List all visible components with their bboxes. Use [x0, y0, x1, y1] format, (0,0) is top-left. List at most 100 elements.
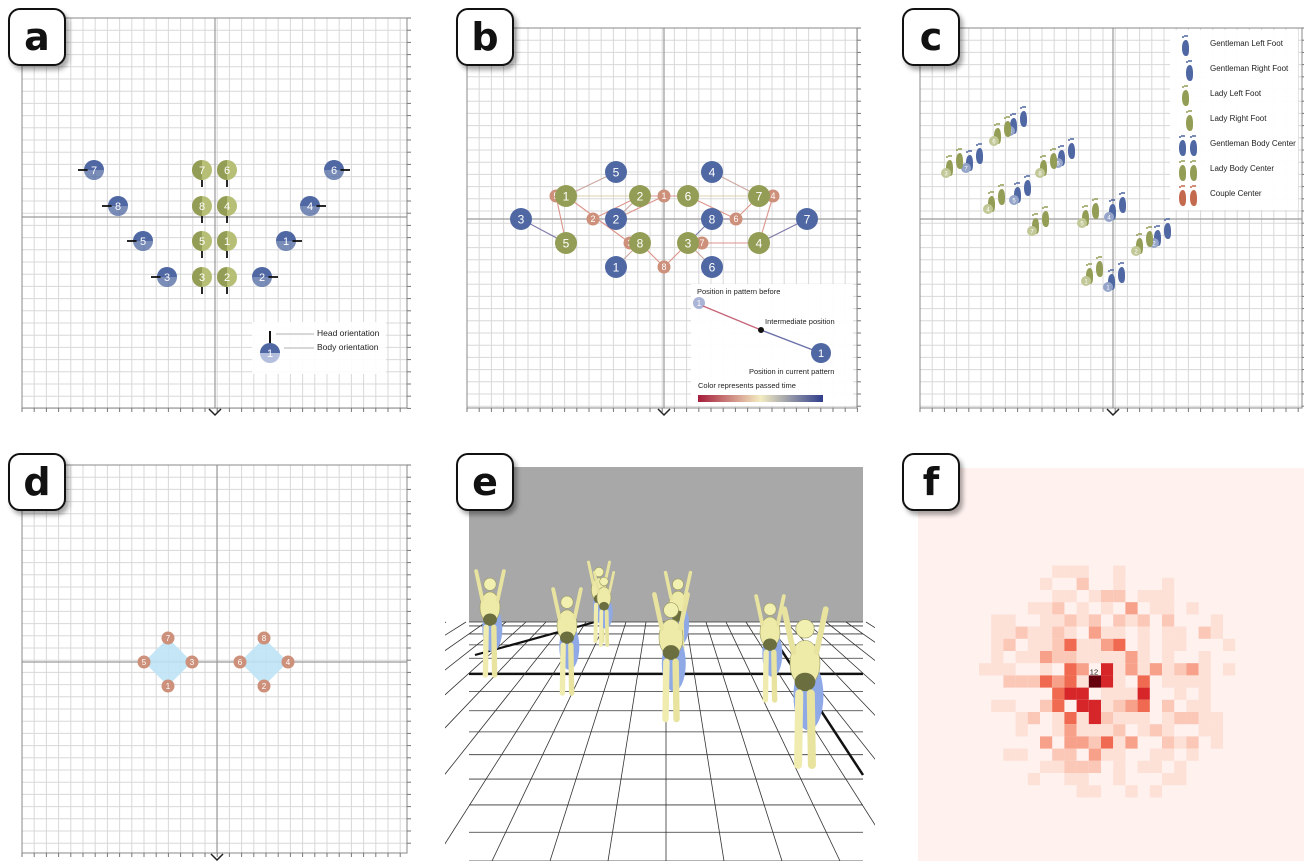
heatmap-cell	[1162, 724, 1175, 737]
heatmap-cell	[1162, 748, 1175, 761]
legend-before-label: Position in pattern before	[697, 287, 780, 296]
dancer-figure	[551, 587, 583, 696]
heatmap-cell	[1186, 602, 1199, 615]
gentleman-feet-marker: 6	[1053, 138, 1075, 168]
svg-text:1: 1	[1106, 286, 1110, 292]
heatmap-cell	[991, 663, 1004, 676]
heatmap-cell	[1003, 638, 1016, 651]
heatmap-cell	[1223, 638, 1236, 651]
heatmap-cell	[1088, 614, 1101, 627]
heatmap-cell	[1003, 748, 1016, 761]
heatmap-cell	[1198, 699, 1211, 712]
heatmap-cell	[1174, 736, 1187, 749]
heatmap-cell	[1052, 724, 1065, 737]
heatmap-cell	[1137, 760, 1150, 773]
svg-text:3: 3	[164, 272, 170, 284]
heatmap-cell	[1162, 736, 1175, 749]
svg-text:2: 2	[590, 214, 595, 224]
heatmap-cell	[1040, 626, 1053, 639]
couple-center-marker: 1	[657, 189, 671, 203]
couple-center-marker: 8	[657, 260, 671, 274]
svg-text:2: 2	[637, 189, 644, 203]
heatmap-cell	[991, 651, 1004, 664]
body-orientation-label: Body orientation	[317, 342, 379, 352]
heatmap-cell	[1088, 638, 1101, 651]
heatmap-cell	[1174, 712, 1187, 725]
heatmap-cell	[1052, 614, 1065, 627]
legend-label: Gentleman Left Foot	[1210, 39, 1284, 48]
lady-marker: 1	[217, 231, 237, 258]
heatmap-cell	[1101, 724, 1114, 737]
heatmap-cell	[1113, 565, 1126, 578]
gentleman-marker: 3	[510, 208, 532, 230]
heatmap-cell	[1162, 651, 1175, 664]
legend-intermediate-label: Intermediate position	[765, 317, 835, 326]
gentleman-marker: 7	[796, 208, 818, 230]
legend-label: Couple Center	[1210, 189, 1262, 198]
heatmap-cell	[1088, 590, 1101, 603]
heatmap-cell	[1064, 590, 1077, 603]
grid-border	[919, 27, 1303, 409]
grid-b	[466, 27, 861, 417]
legend-foot-icon	[1186, 60, 1193, 81]
heatmap-cell	[1162, 712, 1175, 725]
svg-text:1: 1	[166, 682, 171, 691]
gentleman-feet-marker: 7	[961, 143, 983, 173]
svg-text:2: 2	[259, 272, 265, 284]
view-direction-icon	[208, 408, 222, 417]
heatmap-cell	[1088, 712, 1101, 725]
svg-text:4: 4	[770, 191, 775, 201]
heatmap-cell	[1052, 590, 1065, 603]
couple-center-marker: 7	[161, 631, 175, 645]
heatmap-cell	[1101, 590, 1114, 603]
heatmap-cell	[1064, 724, 1077, 737]
couple-center-marker: 2	[586, 212, 600, 226]
lady-marker: 7	[192, 160, 212, 187]
heatmap-cell	[1064, 626, 1077, 639]
legend-label: Lady Right Foot	[1210, 114, 1267, 123]
heatmap-cell	[1101, 626, 1114, 639]
time-colorbar	[698, 395, 823, 402]
svg-text:1: 1	[563, 189, 570, 203]
svg-text:8: 8	[199, 201, 205, 213]
heatmap-cell	[1088, 748, 1101, 761]
heatmap-cell	[1088, 785, 1101, 798]
svg-text:7: 7	[964, 167, 968, 173]
lady-marker: 7	[748, 185, 770, 207]
heatmap-cell	[1064, 565, 1077, 578]
lady-marker: 5	[192, 231, 212, 258]
heatmap-cell	[991, 626, 1004, 639]
heatmap-cell	[1015, 651, 1028, 664]
svg-text:5: 5	[140, 236, 146, 248]
svg-text:1: 1	[661, 191, 666, 201]
couple-center-marker: 4	[766, 189, 780, 203]
heatmap-cell	[1198, 675, 1211, 688]
orientation-legend: 1 Head orientation Body orientation	[252, 322, 386, 374]
heatmap-cell	[1076, 663, 1089, 676]
lady-feet-marker: 4	[983, 184, 1005, 214]
heatmap-cell	[1125, 614, 1138, 627]
svg-text:3: 3	[199, 272, 205, 284]
heatmap-cell	[1198, 712, 1211, 725]
panel-d: 7 5 3 1 8 6 4 2 d	[0, 445, 440, 862]
legend-label: Lady Body Center	[1210, 164, 1274, 173]
heatmap-cell	[1210, 736, 1223, 749]
heatmap-cell	[1210, 614, 1223, 627]
lady-marker: 3	[677, 232, 699, 254]
heatmap-cell	[1113, 748, 1126, 761]
svg-text:7: 7	[166, 634, 171, 643]
heatmap-cell	[1040, 736, 1053, 749]
legend-foot-icon	[1179, 135, 1197, 156]
heatmap-cell	[1052, 565, 1065, 578]
heatmap-cell	[1076, 651, 1089, 664]
svg-text:4: 4	[307, 201, 313, 213]
svg-text:3: 3	[685, 236, 692, 250]
legend-label: Lady Left Foot	[1210, 89, 1262, 98]
heatmap-cell	[1149, 748, 1162, 761]
heatmap-cell	[1101, 736, 1114, 749]
heatmap-cell	[1076, 614, 1089, 627]
heatmap-cell	[1113, 626, 1126, 639]
heatmap-cell	[1052, 651, 1065, 664]
heatmap-cell	[1162, 663, 1175, 676]
svg-text:6: 6	[224, 165, 230, 177]
